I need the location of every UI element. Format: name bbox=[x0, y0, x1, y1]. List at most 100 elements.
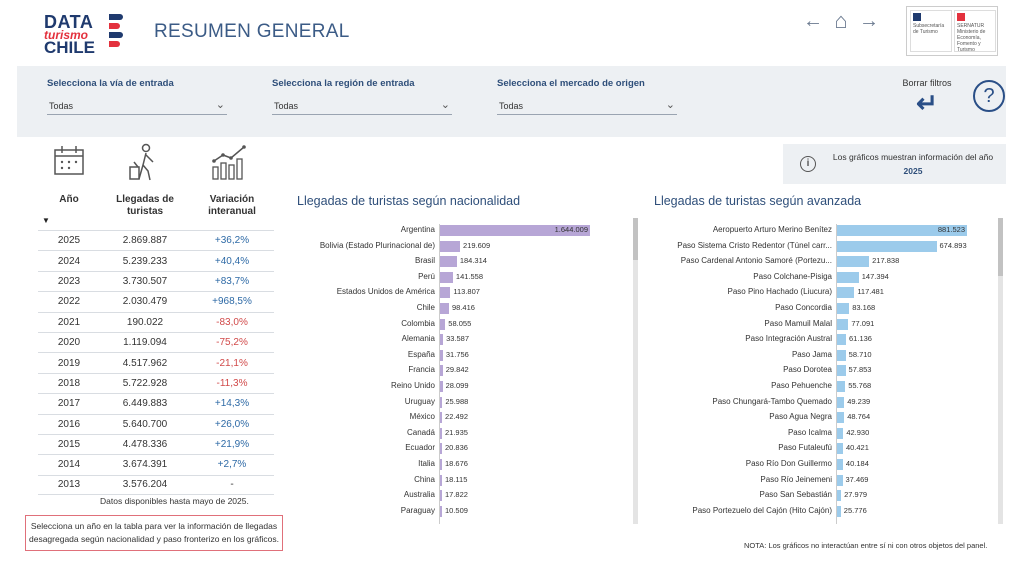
header-year[interactable]: Año bbox=[59, 194, 79, 205]
bar[interactable] bbox=[837, 225, 967, 236]
table-header-icons bbox=[40, 143, 274, 185]
bar[interactable] bbox=[837, 427, 844, 439]
category-label: Paso Sistema Cristo Redentor (Túnel carr… bbox=[677, 240, 832, 250]
bar[interactable] bbox=[440, 349, 443, 361]
bar[interactable] bbox=[440, 474, 442, 486]
category-label: Paso Jama bbox=[791, 349, 832, 359]
header-variation[interactable]: Variación interanual bbox=[208, 194, 256, 217]
bar[interactable] bbox=[837, 365, 846, 377]
cell-arrivals: 190.022 bbox=[126, 316, 164, 328]
bar[interactable] bbox=[837, 396, 845, 408]
table-body: 2025 2.869.887 +36,2% 2024 5.239.233 +40,4% 20… bbox=[38, 230, 274, 496]
cell-variation: +83,7% bbox=[214, 275, 250, 287]
bar[interactable] bbox=[837, 303, 850, 314]
category-label: Paso Colchane-Pisiga bbox=[753, 271, 832, 281]
back-arrow-icon[interactable]: ← bbox=[803, 10, 823, 32]
bar[interactable] bbox=[837, 490, 842, 502]
bar[interactable] bbox=[837, 256, 870, 268]
bar[interactable] bbox=[440, 240, 461, 252]
calendar-icon bbox=[54, 146, 84, 175]
bar[interactable] bbox=[837, 349, 846, 361]
bar[interactable] bbox=[837, 271, 859, 283]
table-row[interactable]: 2018 5.722.928 -11,3% bbox=[38, 372, 274, 393]
logo-mark-icon bbox=[109, 14, 123, 52]
bar[interactable] bbox=[837, 318, 849, 330]
bar[interactable] bbox=[440, 381, 443, 392]
forward-arrow-icon[interactable]: → bbox=[859, 10, 879, 32]
scrollbar-thumb[interactable] bbox=[633, 218, 638, 260]
logo-line-data: DATA bbox=[44, 12, 94, 32]
bar[interactable] bbox=[837, 505, 841, 517]
bar[interactable] bbox=[440, 396, 443, 408]
bar[interactable] bbox=[440, 256, 457, 268]
instruction-box: Selecciona un año en la tabla para ver l… bbox=[25, 515, 283, 551]
table-row[interactable]: 2014 3.674.391 +2,7% bbox=[38, 454, 274, 474]
table-row[interactable]: 2021 190.022 -83,0% bbox=[38, 311, 274, 332]
bar-value-label: 674.893 bbox=[939, 240, 967, 250]
bar[interactable] bbox=[837, 240, 937, 252]
table-row[interactable]: 2019 4.517.962 -21,1% bbox=[38, 352, 274, 372]
bar-value-label: 40.421 bbox=[845, 443, 869, 453]
cell-variation: +968,5% bbox=[212, 296, 252, 308]
bar[interactable] bbox=[440, 334, 444, 346]
table-row[interactable]: 2020 1.119.094 -75,2% bbox=[38, 331, 274, 352]
bar[interactable] bbox=[837, 412, 845, 424]
bar[interactable] bbox=[440, 505, 442, 517]
table-row[interactable]: 2017 6.449.883 +14,3% bbox=[38, 393, 274, 413]
category-label: Paso Río Don Guillermo bbox=[745, 459, 832, 468]
bar[interactable] bbox=[837, 334, 847, 346]
instruction-line-1: Selecciona un año en la tabla para ver l… bbox=[30, 521, 278, 531]
cell-arrivals: 6.449.883 bbox=[122, 398, 168, 410]
cell-variation: -75,2% bbox=[216, 337, 248, 349]
category-label: China bbox=[414, 474, 435, 484]
header-arrivals[interactable]: Llegadas de turistas bbox=[116, 194, 174, 217]
bar[interactable] bbox=[440, 490, 442, 502]
filter-via-dropdown[interactable]: Todas ⌄ bbox=[47, 97, 227, 115]
table-header: Año Llegadas de turistas Variación interan… bbox=[38, 192, 274, 230]
bar[interactable] bbox=[837, 474, 843, 486]
scrollbar[interactable] bbox=[998, 218, 1003, 524]
help-button[interactable]: ? bbox=[973, 80, 1005, 112]
category-label: Argentina bbox=[400, 225, 435, 234]
year-info-banner: i Los gráficos muestran información del … bbox=[783, 144, 1006, 184]
table-row[interactable]: 2015 4.478.336 +21,9% bbox=[38, 433, 274, 454]
bar[interactable] bbox=[440, 365, 443, 377]
cell-year: 2020 bbox=[57, 337, 81, 349]
table-row[interactable]: 2025 2.869.887 +36,2% bbox=[38, 230, 274, 250]
cell-variation: +14,3% bbox=[214, 398, 250, 410]
table-row[interactable]: 2022 2.030.479 +968,5% bbox=[38, 291, 274, 311]
cell-year: 2025 bbox=[57, 235, 81, 247]
bar[interactable] bbox=[837, 381, 846, 392]
bar[interactable] bbox=[837, 287, 855, 299]
bar-value-label: 10.509 bbox=[445, 505, 468, 515]
table-row[interactable]: 2016 5.640.700 +26,0% bbox=[38, 413, 274, 434]
sort-descending-icon[interactable]: ▼ bbox=[42, 216, 50, 225]
bar[interactable] bbox=[440, 412, 443, 424]
bar[interactable] bbox=[440, 271, 453, 283]
bar[interactable] bbox=[837, 459, 843, 470]
bar[interactable] bbox=[440, 459, 442, 470]
bar-value-label: 28.099 bbox=[445, 381, 469, 390]
bar[interactable] bbox=[837, 443, 843, 455]
category-label: Paso San Sebastián bbox=[759, 490, 833, 500]
category-label: Paraguay bbox=[400, 505, 435, 515]
clear-filters-button[interactable]: Borrar filtros ↵ bbox=[887, 78, 967, 118]
home-icon[interactable]: ⌂ bbox=[834, 8, 848, 33]
bar[interactable] bbox=[440, 225, 590, 236]
bar[interactable] bbox=[440, 303, 449, 314]
bar-value-label: 61.136 bbox=[849, 334, 872, 344]
filter-region-dropdown[interactable]: Todas ⌄ bbox=[272, 97, 452, 115]
banner-text: Los gráficos muestran información del añ… bbox=[832, 152, 994, 162]
bar[interactable] bbox=[440, 318, 446, 330]
bar-value-label: 42.930 bbox=[846, 427, 870, 437]
table-row[interactable]: 2013 3.576.204 - bbox=[38, 474, 274, 496]
bar[interactable] bbox=[440, 443, 442, 455]
category-label: Chile bbox=[416, 303, 435, 312]
table-row[interactable]: 2023 3.730.507 +83,7% bbox=[38, 270, 274, 291]
scrollbar-thumb[interactable] bbox=[998, 218, 1003, 276]
bar[interactable] bbox=[440, 287, 451, 299]
table-row[interactable]: 2024 5.239.233 +40,4% bbox=[38, 250, 274, 270]
filter-mercado-dropdown[interactable]: Todas ⌄ bbox=[497, 97, 677, 115]
bar[interactable] bbox=[440, 427, 442, 439]
scrollbar[interactable] bbox=[633, 218, 638, 524]
